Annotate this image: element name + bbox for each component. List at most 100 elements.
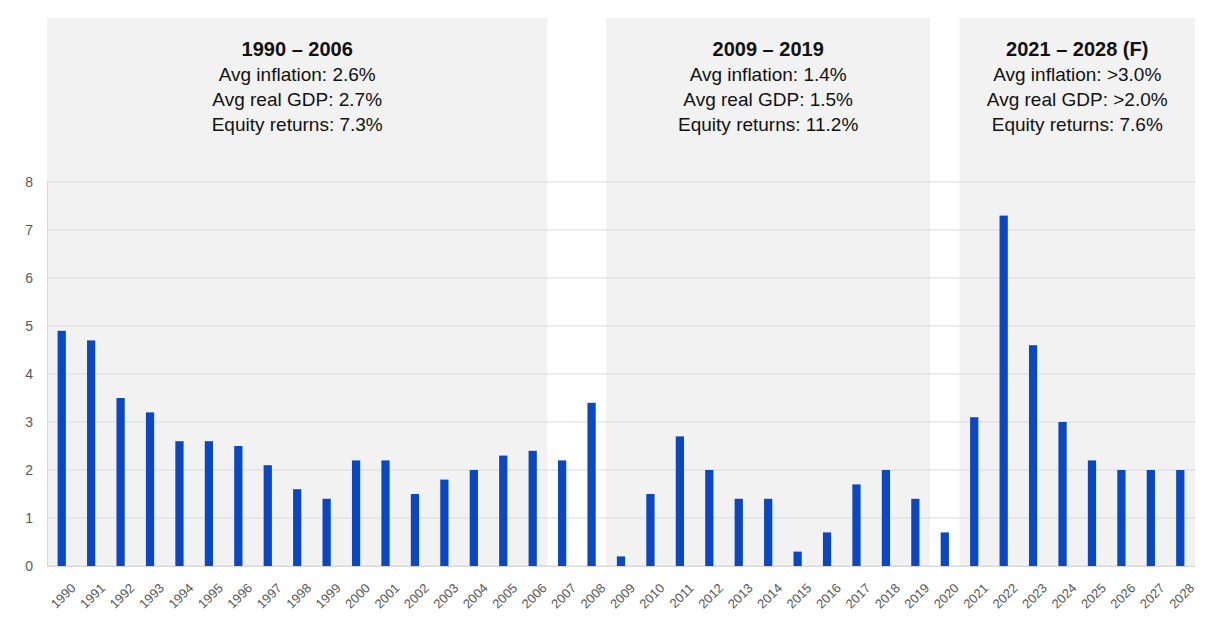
- x-tick: 1991: [77, 566, 108, 611]
- bar: [116, 398, 124, 566]
- bar: [676, 436, 684, 566]
- x-tick-label: 1991: [77, 580, 108, 611]
- y-tick-label: 1: [25, 510, 33, 526]
- y-tick-label: 7: [25, 222, 33, 238]
- x-tick: 2022: [990, 566, 1021, 611]
- y-tick: 0: [25, 558, 47, 574]
- x-tick-label: 2015: [784, 580, 815, 611]
- y-axis: 0 1 2 3 4 5 6 7 8: [25, 174, 47, 574]
- x-tick: 2016: [813, 566, 844, 611]
- period-line: Avg inflation: 2.6%: [219, 64, 376, 85]
- bar: [941, 532, 949, 566]
- x-tick-label: 2012: [695, 580, 726, 611]
- x-tick-label: 2007: [548, 580, 579, 611]
- x-tick-label: 2024: [1048, 580, 1079, 611]
- x-tick: 2003: [430, 566, 461, 611]
- period-band: [47, 18, 547, 566]
- bar: [175, 441, 183, 566]
- x-tick: 2017: [842, 566, 873, 611]
- x-tick-label: 1990: [48, 580, 79, 611]
- y-tick: 4: [25, 366, 47, 382]
- x-tick: 1996: [224, 566, 255, 611]
- x-tick: 2011: [666, 566, 696, 611]
- x-tick: 2019: [901, 566, 932, 611]
- y-tick-label: 3: [25, 414, 33, 430]
- bar: [470, 470, 478, 566]
- x-tick-label: 2014: [754, 580, 785, 611]
- x-tick: 2024: [1048, 566, 1079, 611]
- x-tick-label: 2021: [960, 580, 991, 611]
- bar: [205, 441, 213, 566]
- x-tick-label: 2016: [813, 580, 844, 611]
- bar: [587, 403, 595, 566]
- x-tick: 2005: [489, 566, 520, 611]
- period-line: Avg inflation: 1.4%: [690, 64, 847, 85]
- x-tick: 2027: [1137, 566, 1168, 611]
- bar: [1000, 216, 1008, 566]
- grid: [47, 182, 1195, 566]
- grid-line: [47, 470, 1195, 471]
- x-tick-label: 1992: [107, 580, 138, 611]
- bar: [529, 451, 537, 566]
- y-tick-label: 5: [25, 318, 33, 334]
- x-tick-label: 2009: [607, 580, 638, 611]
- period-title: 1990 – 2006: [242, 38, 353, 60]
- y-tick: 8: [25, 174, 47, 190]
- y-tick: 3: [25, 414, 47, 430]
- bar: [823, 532, 831, 566]
- x-tick: 2028: [1166, 566, 1197, 611]
- x-tick: 2010: [636, 566, 667, 611]
- period-line: Avg real GDP: 2.7%: [212, 89, 382, 110]
- x-tick-label: 1993: [136, 580, 167, 611]
- x-tick: 2021: [960, 566, 991, 611]
- x-tick: 2025: [1078, 566, 1109, 611]
- bars: [58, 216, 1185, 566]
- x-tick-label: 2019: [901, 580, 932, 611]
- x-tick: 2009: [607, 566, 638, 611]
- x-tick-label: 2025: [1078, 580, 1109, 611]
- x-tick-label: 2011: [666, 580, 696, 610]
- bar: [558, 460, 566, 566]
- x-tick: 1999: [313, 566, 344, 611]
- grid-line: [47, 182, 1195, 183]
- bar: [705, 470, 713, 566]
- y-tick-label: 2: [25, 462, 33, 478]
- period-line: Equity returns: 7.6%: [992, 114, 1163, 135]
- x-tick: 2002: [401, 566, 432, 611]
- x-axis: 1990199119921993199419951996199719981999…: [48, 566, 1198, 611]
- bar: [1176, 470, 1184, 566]
- x-tick: 2006: [519, 566, 550, 611]
- bar: [1058, 422, 1066, 566]
- period-bands: [47, 18, 1195, 566]
- period-line: Equity returns: 7.3%: [212, 114, 383, 135]
- bar: [146, 412, 154, 566]
- bar: [1147, 470, 1155, 566]
- x-tick: 1990: [48, 566, 79, 611]
- period-band: [606, 18, 930, 566]
- bar: [764, 499, 772, 566]
- x-axis-line: [48, 566, 1196, 567]
- bar: [352, 460, 360, 566]
- x-tick-label: 1998: [283, 580, 314, 611]
- period-line: Avg real GDP: >2.0%: [987, 89, 1168, 110]
- y-tick: 6: [25, 270, 47, 286]
- x-tick: 2023: [1019, 566, 1050, 611]
- x-tick: 2008: [578, 566, 609, 611]
- bar: [411, 494, 419, 566]
- y-tick: 7: [25, 222, 47, 238]
- x-tick-label: 1996: [224, 580, 255, 611]
- bar: [970, 417, 978, 566]
- x-tick-label: 2008: [578, 580, 609, 611]
- x-tick: 2004: [460, 566, 491, 611]
- x-tick: 2000: [342, 566, 373, 611]
- x-tick-label: 1995: [195, 580, 226, 611]
- x-tick: 2007: [548, 566, 579, 611]
- y-tick: 5: [25, 318, 47, 334]
- bar: [1029, 345, 1037, 566]
- x-tick-label: 1994: [165, 580, 196, 611]
- x-tick: 2012: [695, 566, 726, 611]
- bar: [58, 331, 66, 566]
- bar: [735, 499, 743, 566]
- x-tick-label: 2003: [430, 580, 461, 611]
- x-tick-label: 2027: [1137, 580, 1168, 611]
